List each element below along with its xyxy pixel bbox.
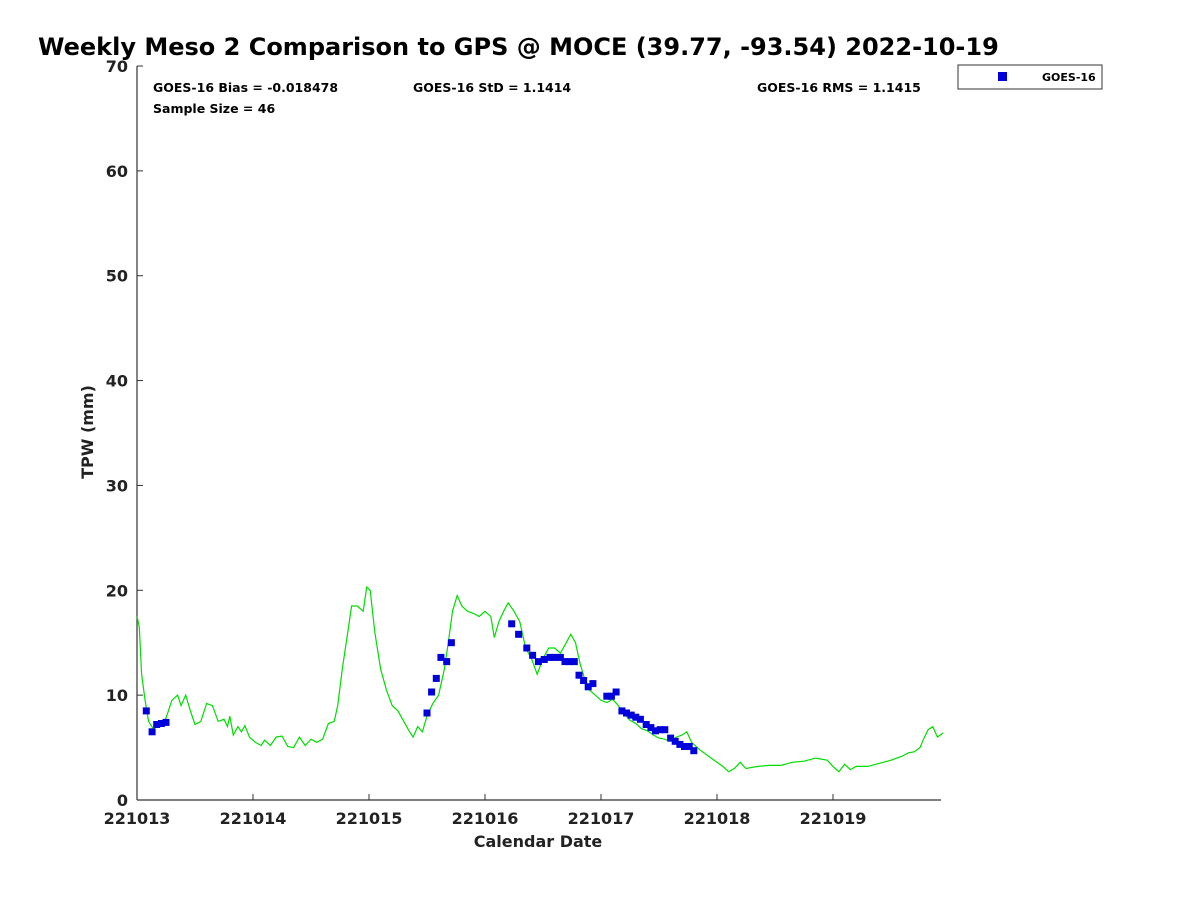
x-tick-label: 221014: [220, 809, 287, 828]
goes16-point: [546, 653, 554, 661]
goes16-point: [508, 620, 516, 628]
y-tick-label: 50: [106, 267, 128, 286]
goes16-point: [661, 726, 669, 734]
chart-title: Weekly Meso 2 Comparison to GPS @ MOCE (…: [38, 33, 999, 61]
goes16-point: [148, 728, 156, 736]
goes16-point: [575, 671, 583, 679]
y-tick-label: 10: [106, 686, 128, 705]
goes16-point: [667, 734, 675, 742]
goes16-point: [428, 688, 436, 696]
x-tick-label: 221017: [568, 809, 635, 828]
goes16-point: [437, 653, 445, 661]
y-axis-label: TPW (mm): [78, 385, 97, 479]
legend: GOES-16: [957, 64, 1103, 90]
goes16-point: [580, 677, 588, 684]
goes16-point: [612, 688, 620, 696]
goes16-point: [632, 713, 640, 721]
goes16-point: [652, 727, 659, 735]
x-tick-label: 221018: [684, 809, 751, 828]
x-tick-label: 221019: [800, 809, 867, 828]
x-tick-label: 221015: [336, 809, 403, 828]
y-tick-label: 60: [106, 162, 128, 181]
legend-box: [957, 64, 1103, 90]
goes16-point: [656, 726, 664, 734]
goes16-point: [671, 737, 679, 745]
goes16-point: [589, 680, 597, 688]
goes16-point: [681, 743, 688, 750]
goes16-point: [432, 674, 440, 682]
goes16-point: [443, 658, 451, 666]
goes16-point: [623, 709, 630, 717]
goes16-point: [636, 715, 644, 723]
goes16-point: [540, 656, 548, 663]
y-tick-label: 30: [106, 476, 128, 495]
goes16-point: [627, 711, 635, 719]
y-axis-ticks: 0 10 20 30 40 50 60 70: [106, 57, 143, 810]
y-tick-label: 0: [117, 791, 128, 810]
goes16-point: [690, 747, 698, 755]
y-tick-label: 40: [106, 372, 128, 391]
goes16-point: [157, 720, 165, 727]
bias-stat: GOES-16 Bias = -0.018478: [153, 80, 338, 95]
goes16-point: [515, 630, 523, 638]
goes16-point: [566, 658, 574, 666]
goes16-point: [162, 718, 170, 726]
legend-marker-goes16: [998, 72, 1007, 81]
legend-label-goes16: GOES-16: [1042, 71, 1096, 84]
sample-size-stat: Sample Size = 46: [153, 101, 275, 116]
goes16-point: [529, 651, 537, 659]
goes16-point: [607, 692, 615, 700]
goes16-point: [676, 740, 684, 748]
goes16-point: [618, 707, 626, 715]
goes16-point: [556, 653, 564, 661]
goes16-point: [447, 639, 455, 647]
goes16-point: [584, 683, 592, 691]
std-stat: GOES-16 StD = 1.1414: [413, 80, 571, 95]
series-layer: [136, 585, 944, 773]
goes16-point: [561, 658, 569, 666]
goes16-point: [603, 692, 611, 700]
goes16-point: [647, 724, 655, 732]
rms-stat: GOES-16 RMS = 1.1415: [757, 80, 921, 95]
x-tick-label: 221016: [452, 809, 519, 828]
goes16-point: [153, 721, 161, 728]
goes16-point: [570, 658, 578, 666]
goes16-point: [642, 721, 650, 728]
y-tick-label: 70: [106, 57, 128, 76]
gps-tpw-line: [136, 585, 944, 773]
goes16-point: [142, 707, 150, 715]
goes16-point: [551, 653, 559, 661]
x-axis-label: Calendar Date: [474, 832, 603, 851]
y-tick-label: 20: [106, 581, 128, 600]
x-axis-ticks: 221013 221014 221015 221016 221017 221018 2210…: [104, 794, 867, 828]
plot-area: [136, 66, 941, 801]
goes16-point: [423, 709, 431, 717]
goes16-point: [523, 644, 531, 652]
goes16-point: [685, 743, 693, 750]
goes16-point: [534, 658, 542, 666]
x-tick-label: 221013: [104, 809, 171, 828]
